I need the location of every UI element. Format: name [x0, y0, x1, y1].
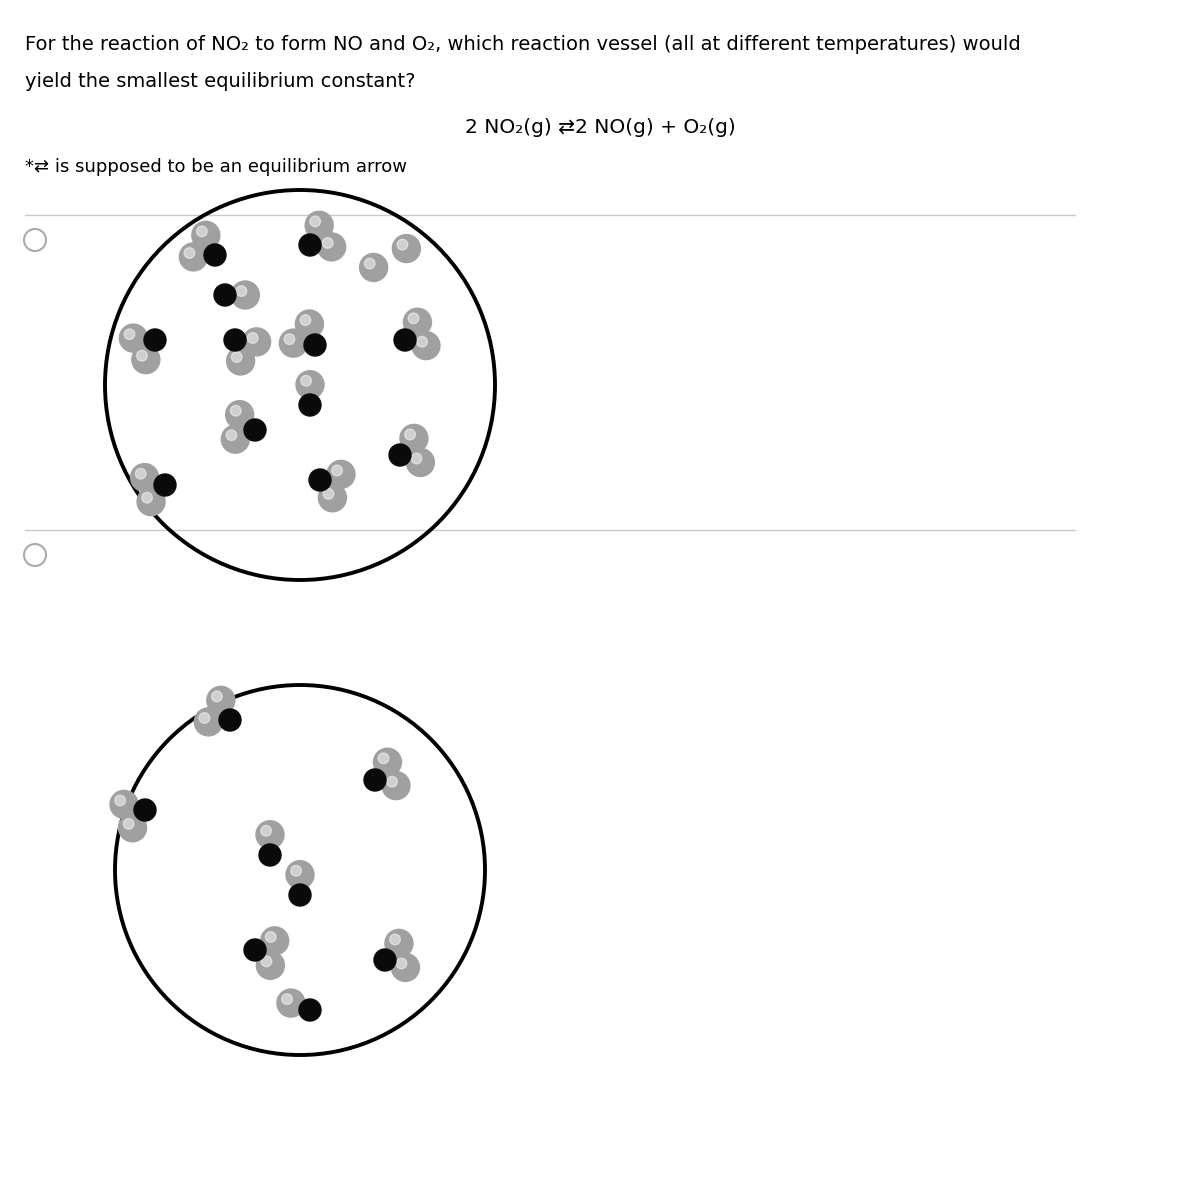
- Circle shape: [408, 313, 419, 323]
- Circle shape: [256, 821, 284, 848]
- Circle shape: [199, 713, 210, 723]
- Circle shape: [260, 826, 271, 837]
- Circle shape: [230, 406, 241, 417]
- Circle shape: [247, 333, 258, 343]
- Circle shape: [365, 258, 376, 269]
- Circle shape: [290, 865, 301, 876]
- Circle shape: [318, 484, 347, 512]
- Circle shape: [197, 227, 208, 237]
- Circle shape: [310, 216, 320, 227]
- Circle shape: [184, 248, 194, 258]
- Circle shape: [378, 753, 389, 763]
- Circle shape: [232, 352, 242, 362]
- Circle shape: [265, 931, 276, 942]
- Circle shape: [385, 930, 413, 957]
- Circle shape: [374, 949, 396, 971]
- Circle shape: [391, 953, 419, 982]
- Circle shape: [373, 748, 402, 776]
- Circle shape: [392, 235, 420, 263]
- Circle shape: [295, 310, 323, 337]
- Circle shape: [137, 487, 166, 516]
- Circle shape: [389, 444, 410, 466]
- Circle shape: [360, 254, 388, 282]
- Circle shape: [119, 324, 148, 352]
- Circle shape: [282, 994, 293, 1004]
- Circle shape: [144, 329, 166, 350]
- Circle shape: [390, 935, 401, 945]
- Circle shape: [386, 776, 397, 787]
- Circle shape: [318, 232, 346, 261]
- Text: yield the smallest equilibrium constant?: yield the smallest equilibrium constant?: [25, 72, 415, 91]
- Circle shape: [310, 468, 331, 491]
- Circle shape: [236, 286, 247, 296]
- Circle shape: [115, 795, 126, 806]
- Circle shape: [134, 799, 156, 821]
- Circle shape: [257, 951, 284, 979]
- Circle shape: [400, 425, 428, 452]
- Circle shape: [280, 329, 307, 358]
- Circle shape: [412, 332, 440, 360]
- Circle shape: [326, 460, 355, 489]
- Circle shape: [154, 474, 176, 496]
- Text: For the reaction of NO₂ to form NO and O₂, which reaction vessel (all at differe: For the reaction of NO₂ to form NO and O…: [25, 35, 1021, 54]
- Circle shape: [305, 211, 334, 240]
- Circle shape: [382, 772, 410, 800]
- Text: 2 NO₂(g) ⇄2 NO(g) + O₂(g): 2 NO₂(g) ⇄2 NO(g) + O₂(g): [464, 118, 736, 137]
- Circle shape: [242, 328, 271, 356]
- Text: *⇄ is supposed to be an equilibrium arrow: *⇄ is supposed to be an equilibrium arro…: [25, 158, 407, 176]
- Circle shape: [224, 329, 246, 350]
- Circle shape: [416, 336, 427, 347]
- Circle shape: [364, 769, 386, 791]
- Circle shape: [396, 958, 407, 969]
- Circle shape: [232, 281, 259, 309]
- Circle shape: [204, 244, 226, 266]
- Circle shape: [407, 448, 434, 477]
- Circle shape: [206, 687, 235, 714]
- Circle shape: [397, 240, 408, 250]
- Circle shape: [296, 371, 324, 399]
- Circle shape: [304, 334, 326, 356]
- Circle shape: [301, 375, 312, 386]
- Circle shape: [323, 237, 334, 248]
- Circle shape: [323, 489, 334, 499]
- Circle shape: [404, 430, 415, 440]
- Circle shape: [244, 939, 266, 961]
- Circle shape: [299, 394, 322, 417]
- Circle shape: [226, 430, 236, 440]
- Circle shape: [136, 468, 146, 479]
- Circle shape: [214, 284, 236, 306]
- Circle shape: [289, 884, 311, 906]
- Circle shape: [124, 819, 134, 830]
- Circle shape: [227, 347, 254, 375]
- Circle shape: [226, 401, 253, 428]
- Circle shape: [412, 453, 421, 464]
- Circle shape: [286, 860, 314, 889]
- Circle shape: [244, 419, 266, 441]
- Circle shape: [124, 329, 134, 340]
- Circle shape: [137, 350, 148, 361]
- Circle shape: [299, 234, 322, 256]
- Circle shape: [131, 464, 158, 492]
- Circle shape: [110, 791, 138, 819]
- Circle shape: [299, 999, 322, 1021]
- Circle shape: [142, 492, 152, 503]
- Circle shape: [284, 334, 295, 345]
- Circle shape: [260, 926, 289, 955]
- Circle shape: [394, 329, 416, 350]
- Circle shape: [277, 989, 305, 1017]
- Circle shape: [179, 243, 208, 271]
- Circle shape: [192, 222, 220, 249]
- Circle shape: [132, 346, 160, 374]
- Circle shape: [221, 425, 250, 453]
- Circle shape: [220, 709, 241, 730]
- Circle shape: [259, 844, 281, 866]
- Circle shape: [262, 956, 271, 966]
- Circle shape: [119, 814, 146, 841]
- Circle shape: [211, 691, 222, 702]
- Circle shape: [403, 308, 432, 336]
- Circle shape: [194, 708, 222, 736]
- Circle shape: [331, 465, 342, 476]
- Circle shape: [300, 315, 311, 326]
